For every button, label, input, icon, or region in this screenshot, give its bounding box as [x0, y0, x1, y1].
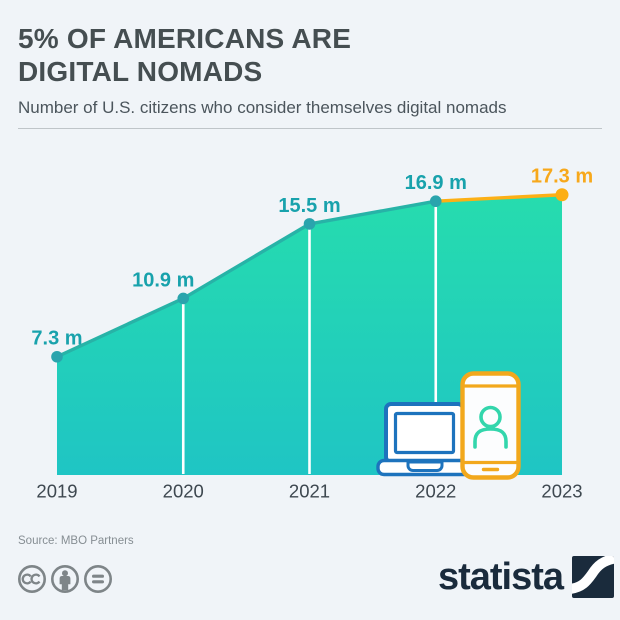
x-tick-label: 2021 — [289, 481, 330, 502]
page-title-line2: DIGITAL NOMADS — [18, 56, 263, 87]
source-note: Source: MBO Partners — [18, 535, 134, 547]
data-point — [555, 188, 569, 202]
x-tick-label: 2020 — [163, 481, 204, 502]
header-divider — [18, 128, 602, 129]
value-label: 7.3 m — [31, 328, 82, 350]
license-icons — [18, 565, 113, 593]
data-point — [303, 218, 316, 230]
page-title: 5% OF AMERICANS ARE DIGITAL NOMADS — [18, 22, 602, 88]
statista-logo-text: statista — [437, 556, 564, 598]
value-label: 10.9 m — [132, 269, 194, 291]
header: 5% OF AMERICANS ARE DIGITAL NOMADS Numbe… — [18, 22, 602, 118]
smartphone-user-icon — [460, 371, 521, 480]
value-label: 16.9 m — [405, 172, 467, 194]
data-point — [51, 350, 63, 363]
data-point — [429, 195, 442, 208]
statista-branding: statista — [438, 555, 615, 599]
cc-icon — [18, 565, 46, 593]
no-derivatives-icon — [84, 565, 113, 593]
trend-line-highlight — [435, 193, 563, 203]
trend-line — [56, 199, 437, 359]
value-label: 15.5 m — [278, 195, 340, 217]
x-tick-label: 2022 — [415, 481, 456, 502]
x-tick-label: 2023 — [541, 481, 582, 502]
device-icons — [376, 371, 521, 480]
data-point — [177, 292, 190, 305]
value-label: 17.3 m — [531, 166, 593, 188]
x-tick-label: 2019 — [36, 481, 77, 502]
laptop-icon — [376, 402, 473, 477]
user-avatar-icon — [473, 405, 508, 449]
page-title-line1: 5% OF AMERICANS ARE — [18, 23, 352, 54]
statista-logo-mark — [572, 556, 614, 598]
chart-subtitle: Number of U.S. citizens who consider the… — [18, 98, 507, 117]
attribution-icon — [50, 565, 79, 593]
